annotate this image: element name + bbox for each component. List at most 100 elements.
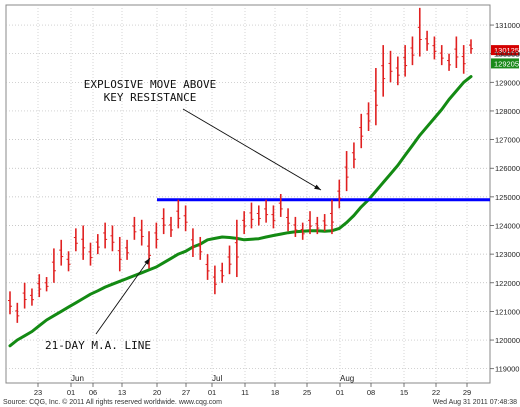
y-tick-label: 128000 [495, 107, 520, 116]
price-bar [117, 236, 122, 272]
price-bar [205, 254, 210, 280]
price-bar [359, 113, 364, 149]
price-bar [139, 219, 144, 246]
ma-line [8, 75, 473, 348]
price-bar [286, 208, 291, 232]
price-bar [183, 205, 188, 232]
annotation-arrow [182, 108, 322, 191]
y-tick-label: 122000 [495, 279, 520, 288]
price-bar [147, 231, 152, 269]
annotation-text: 21-DAY M.A. LINE [45, 339, 151, 352]
x-tick-label: 01 [67, 388, 75, 397]
price-bar [439, 45, 444, 66]
price-bar [88, 242, 93, 266]
y-tick-label: 125000 [495, 193, 520, 202]
price-bar [417, 7, 422, 57]
price-bar [410, 36, 415, 66]
price-bar [44, 277, 49, 292]
price-bar [264, 199, 269, 223]
price-tag-label: 130125 [494, 46, 519, 55]
price-bar [278, 194, 283, 217]
x-month-label: Aug [340, 374, 354, 383]
price-bar [51, 248, 56, 283]
price-bar [322, 214, 327, 232]
x-month-label: Jul [212, 374, 222, 383]
price-bar [66, 251, 71, 272]
y-tick-label: 121000 [495, 307, 520, 316]
price-bar [461, 45, 466, 74]
x-tick-label: 25 [303, 388, 311, 397]
annotation-arrow [95, 257, 151, 335]
y-tick-label: 124000 [495, 222, 520, 231]
x-tick-label: 01 [208, 388, 216, 397]
y-tick-label: 123000 [495, 250, 520, 259]
plot-frame [5, 4, 491, 384]
price-bar [154, 222, 159, 249]
x-tick-label: 18 [271, 388, 279, 397]
price-bar [469, 39, 473, 54]
price-bar [37, 274, 42, 298]
price-bar [212, 265, 217, 295]
price-bar [256, 205, 261, 226]
price-bar [344, 151, 349, 192]
price-bar [168, 216, 173, 237]
price-bar [337, 179, 342, 209]
x-axis-tick-labels: 23 01 06 13 20 27 01 11 18 25 01 08 15 22 29 Jun Jul Aug [34, 374, 471, 397]
price-bar [403, 45, 408, 77]
annotation-text: EXPLOSIVE MOVE ABOVE [84, 78, 216, 91]
price-bar [454, 36, 459, 68]
price-tag: 129205 [491, 58, 519, 69]
price-bar [249, 202, 254, 229]
x-tick-label: 11 [241, 388, 249, 397]
price-bar [395, 56, 400, 86]
ma-line-layer [8, 75, 473, 348]
y-tick-label: 119000 [495, 365, 519, 374]
price-bar [242, 211, 247, 235]
y-tick-label: 127000 [495, 136, 520, 145]
price-bar [447, 53, 452, 71]
price-bar [103, 222, 108, 249]
x-tick-label: 22 [432, 388, 440, 397]
price-bar [161, 208, 166, 235]
price-bar [234, 219, 239, 278]
price-bar [329, 199, 334, 235]
price-bar [351, 142, 356, 169]
price-bar [198, 236, 203, 260]
y-tick-label: 131000 [495, 21, 520, 30]
y-tick-label: 129000 [495, 78, 520, 87]
price-bar [373, 68, 378, 126]
footer-timestamp: Wed Aug 31 2011 07:48:38 [433, 399, 517, 406]
price-bar [110, 225, 115, 252]
x-tick-label: 20 [153, 388, 161, 397]
price-bar [425, 30, 430, 51]
x-month-label: Jun [71, 374, 84, 383]
price-tag-label: 130000 [494, 50, 519, 59]
price-bar [125, 239, 130, 260]
price-bar [308, 211, 313, 235]
price-bar [190, 228, 195, 257]
x-tick-label: 08 [367, 388, 375, 397]
x-tick-label: 06 [89, 388, 97, 397]
price-tag: 130125 [491, 45, 519, 56]
price-bar [315, 216, 320, 235]
price-bar [293, 216, 298, 237]
price-bar [227, 245, 232, 275]
price-bar [271, 205, 276, 229]
x-tick-label: 01 [336, 388, 344, 397]
price-bar [132, 216, 137, 240]
y-tick-label: 120000 [495, 336, 520, 345]
price-bar [381, 45, 386, 97]
price-bar [59, 239, 64, 266]
price-bar [8, 291, 12, 315]
y-axis-tick-labels: 119000 120000 121000 122000 123000 124000 1250… [490, 21, 520, 374]
price-bars-layer [8, 7, 473, 323]
price-bar [388, 50, 393, 83]
price-bar [300, 222, 305, 240]
price-bar [366, 102, 371, 131]
price-tag-label: 129205 [494, 59, 519, 68]
price-bar [176, 199, 181, 229]
x-tick-label: 27 [182, 388, 190, 397]
price-bar [73, 228, 78, 252]
